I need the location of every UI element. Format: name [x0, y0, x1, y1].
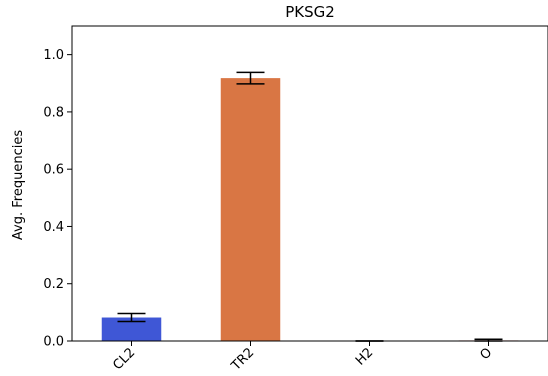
chart-title: PKSG2	[285, 3, 335, 21]
bars-group	[101, 78, 519, 342]
y-axis-label: Avg. Frequencies	[11, 130, 26, 240]
y-tick-label: 1.0	[43, 48, 64, 63]
error-bars-group	[117, 71, 503, 342]
bar	[220, 78, 281, 342]
x-tick-label: H2	[353, 345, 376, 368]
plot-frame	[71, 25, 548, 342]
x-tick-label: O	[477, 345, 495, 363]
y-axis: 0.0 0.2 0.4 0.6 0.8 1.0	[43, 48, 72, 350]
y-tick-label: 0.6	[43, 163, 64, 178]
y-tick-label: 0.0	[43, 335, 64, 350]
bar	[101, 317, 162, 341]
y-tick-label: 0.8	[43, 105, 64, 120]
y-tick-label: 0.4	[43, 220, 64, 235]
x-axis: CL2 TR2 H2 O	[110, 341, 495, 374]
x-tick-label: CL2	[110, 345, 138, 373]
x-tick-label: TR2	[228, 345, 257, 374]
y-tick-label: 0.2	[43, 277, 64, 292]
